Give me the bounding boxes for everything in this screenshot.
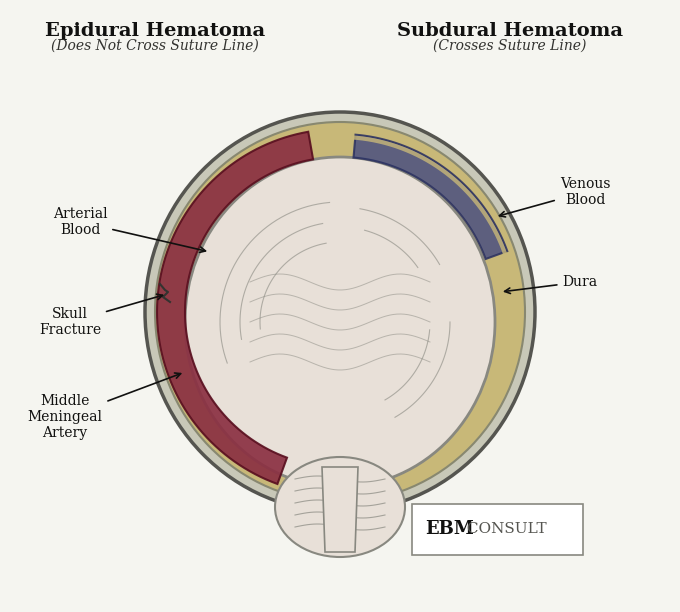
- Text: (Crosses Suture Line): (Crosses Suture Line): [433, 39, 587, 53]
- Text: Arterial
Blood: Arterial Blood: [52, 207, 205, 252]
- Text: Middle
Meningeal
Artery: Middle Meningeal Artery: [27, 373, 181, 440]
- Ellipse shape: [145, 112, 535, 512]
- Text: CONSULT: CONSULT: [462, 522, 547, 536]
- Ellipse shape: [275, 457, 405, 557]
- Text: Subdural Hematoma: Subdural Hematoma: [397, 22, 623, 40]
- Polygon shape: [157, 132, 313, 484]
- Text: (Does Not Cross Suture Line): (Does Not Cross Suture Line): [51, 39, 259, 53]
- Text: Dura: Dura: [505, 275, 598, 294]
- Text: Skull
Fracture: Skull Fracture: [39, 294, 163, 337]
- Polygon shape: [354, 135, 507, 259]
- Ellipse shape: [155, 122, 525, 502]
- Text: Epidural Hematoma: Epidural Hematoma: [45, 22, 265, 40]
- FancyBboxPatch shape: [412, 504, 583, 555]
- Polygon shape: [322, 467, 358, 552]
- Text: EBM: EBM: [425, 520, 474, 538]
- Ellipse shape: [185, 157, 495, 487]
- Text: Venous
Blood: Venous Blood: [500, 177, 610, 217]
